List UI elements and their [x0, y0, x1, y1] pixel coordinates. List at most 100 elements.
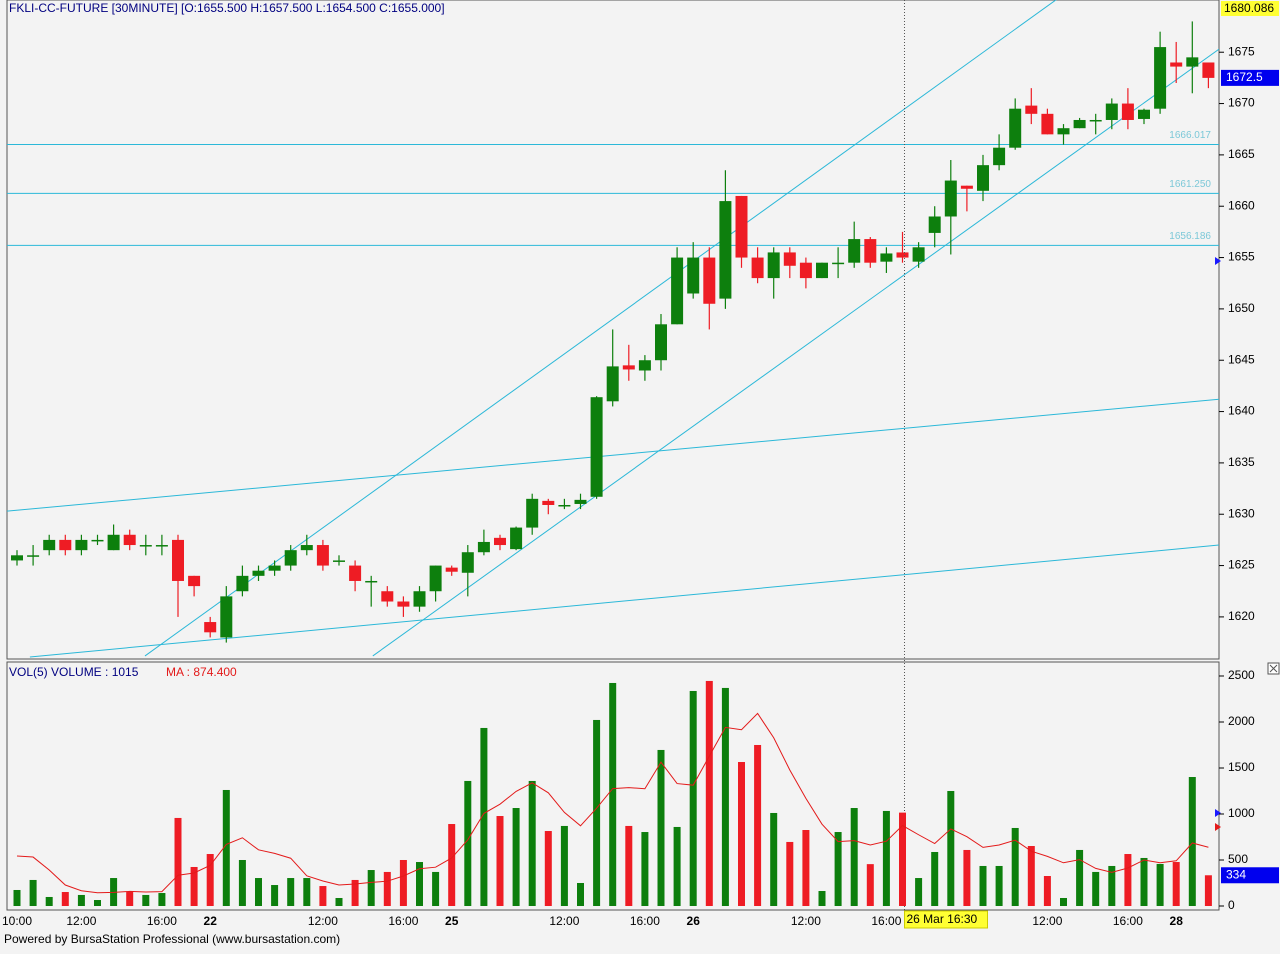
volume-bar [222, 789, 230, 906]
last-price-label: 1672.5 [1226, 70, 1263, 84]
candle-body [542, 500, 555, 505]
candle-body [365, 580, 378, 583]
candle-body [1089, 119, 1102, 122]
candle-body [574, 499, 587, 504]
volume-bar [850, 808, 858, 906]
volume-bar [657, 749, 665, 906]
candle-body [59, 539, 72, 551]
candle-body [1009, 108, 1022, 148]
volume-bar [609, 682, 617, 906]
candle-body [1202, 62, 1215, 78]
y-tick-label: 1645 [1228, 352, 1255, 366]
volume-bar [448, 824, 456, 906]
candle-body [606, 366, 619, 402]
candle-body [413, 591, 426, 607]
volume-bar [496, 816, 504, 906]
volume-bar [77, 894, 85, 906]
y-tick-label: 2500 [1228, 668, 1255, 682]
volume-bar [464, 780, 472, 906]
candle-body [75, 539, 88, 551]
trend-line [372, 48, 1219, 657]
candle-body [477, 541, 490, 553]
volume-bar [158, 893, 166, 906]
volume-bar [416, 862, 423, 906]
candle-body [751, 257, 764, 279]
candle-body [590, 397, 603, 497]
candle-body [928, 216, 941, 233]
x-tick-label: 16:00 [388, 914, 418, 928]
candle-body [1186, 57, 1199, 67]
candle-body [638, 360, 651, 371]
candle-body [236, 575, 249, 592]
trend-line [29, 544, 1219, 658]
candle-body [816, 262, 828, 279]
volume-bar [915, 878, 923, 906]
volume-bar [351, 879, 359, 906]
candle-body [268, 565, 281, 571]
ma-line [16, 712, 1209, 894]
candle-body [316, 545, 329, 566]
volume-bar [319, 886, 327, 906]
volume-bar [45, 896, 53, 906]
volume-bar [931, 851, 939, 906]
candle-body [558, 504, 571, 507]
volume-bar [1172, 862, 1180, 906]
volume-bar [1060, 897, 1067, 906]
volume-bar [399, 859, 407, 906]
candle-body [671, 257, 684, 325]
volume-bar [963, 849, 971, 906]
volume-bar [1188, 777, 1196, 906]
candle-body [848, 239, 861, 263]
x-tick-label: 16:00 [630, 914, 660, 928]
volume-bar [1204, 875, 1212, 906]
candle-body [912, 247, 925, 262]
crosshair-label-box [904, 910, 988, 929]
y-tick-label: 1625 [1228, 558, 1255, 572]
trend-line [144, 0, 1057, 657]
candle-body [896, 252, 909, 258]
volume-bar [947, 790, 955, 906]
candle-body [960, 185, 973, 189]
ma-marker [1215, 823, 1221, 831]
volume-bar [593, 719, 601, 906]
ma-label: MA : 874.400 [166, 665, 237, 679]
level-label: 1661.250 [1169, 179, 1211, 190]
volume-bar [560, 825, 568, 906]
candle-body [944, 180, 957, 217]
volume-bar [705, 680, 713, 906]
candle-body [864, 239, 877, 263]
candle-body [172, 539, 184, 581]
candle-body [445, 567, 458, 572]
crosshair-label: 26 Mar 16:30 [907, 912, 978, 926]
candle-body [622, 365, 635, 370]
volume-marker [1215, 809, 1221, 817]
candle-body [735, 195, 748, 258]
volume-bar [126, 892, 134, 906]
candle-body [1073, 119, 1086, 129]
y-tick-label: 1655 [1228, 250, 1255, 264]
candle-body [799, 262, 812, 279]
candle-body [703, 257, 716, 304]
candle-body [783, 252, 796, 266]
y-tick-label: 1650 [1228, 301, 1255, 315]
volume-bar [754, 744, 762, 906]
candle-body [252, 570, 265, 576]
candle-body [91, 539, 104, 542]
plot-layer: 1620 1625 1630 1635 1640 1645 1650 1655 1660 1665… [2, 0, 1279, 929]
volume-bar [1027, 846, 1035, 906]
candle-body [429, 565, 442, 592]
y-tick-label: 1665 [1228, 147, 1255, 161]
range-label: 1680.086 [1224, 1, 1274, 15]
y-tick-label: 1640 [1228, 404, 1255, 418]
volume-bar [383, 871, 391, 906]
volume-bar [882, 810, 890, 906]
x-tick-label: 22 [204, 914, 218, 928]
volume-bar [577, 882, 584, 906]
volume-bar [689, 690, 697, 906]
footer: Powered by BursaStation Professional (ww… [4, 932, 340, 946]
candle-body [832, 262, 845, 265]
candle-body [43, 539, 56, 551]
chart-title: FKLI-CC-FUTURE [30MINUTE] [O:1655.500 H:… [9, 1, 445, 15]
volume-bar [802, 830, 810, 906]
candle-body [139, 545, 152, 547]
